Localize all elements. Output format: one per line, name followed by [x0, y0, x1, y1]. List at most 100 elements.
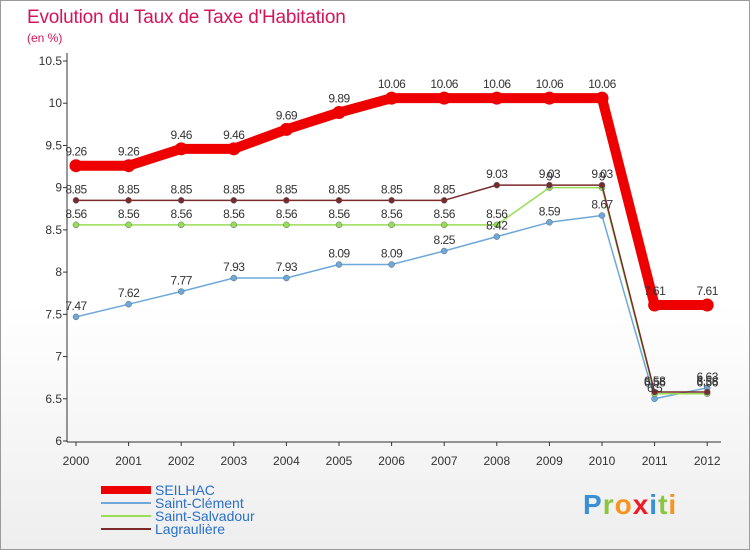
series-point [332, 106, 346, 120]
data-label: 8.42 [486, 219, 508, 233]
data-label: 9.26 [65, 145, 87, 159]
series-point [125, 197, 132, 204]
series-point [437, 91, 451, 105]
data-label: 7.62 [118, 286, 140, 300]
series-point [440, 221, 448, 229]
logo-letter: x [632, 489, 650, 520]
data-label: 6.63 [697, 370, 719, 384]
chart-title: Evolution du Taux de Taxe d'Habitation [27, 7, 346, 28]
series-point [490, 91, 504, 105]
series-point [651, 388, 658, 396]
data-label: 9 [599, 170, 606, 184]
data-label: 9.46 [171, 128, 193, 142]
data-label: 7.47 [65, 299, 87, 313]
legend-item: Saint-Clément [101, 495, 361, 511]
y-unit-label: (en %) [27, 31, 63, 45]
series-point [125, 300, 132, 308]
data-label: 10.06 [536, 77, 564, 91]
series-point [230, 274, 238, 282]
series-point [230, 197, 238, 204]
series-point [385, 91, 399, 105]
data-label: 9.69 [276, 108, 298, 122]
series-point [230, 221, 238, 229]
data-label: 8.56 [171, 207, 193, 221]
series-point [440, 197, 448, 204]
data-label: 8.85 [434, 182, 456, 196]
x-tick-label: 2004 [273, 454, 300, 468]
logo-letter: P [583, 489, 603, 520]
legend-label: SEILHAC [155, 482, 215, 498]
y-tick-label: 7 [55, 350, 62, 364]
legend-label: Saint-Clément [155, 495, 244, 511]
data-label: 7.61 [697, 284, 719, 298]
series-point [72, 221, 80, 229]
logo-letter: o [614, 489, 633, 520]
y-tick-label: 10.5 [39, 54, 63, 68]
data-label: 8.85 [276, 182, 298, 196]
data-label: 8.85 [118, 182, 140, 196]
data-label: 8.56 [328, 207, 350, 221]
legend-swatch [101, 515, 151, 517]
data-label: 6.58 [697, 374, 719, 388]
data-label: 8.85 [328, 182, 350, 196]
data-label: 8.09 [381, 247, 403, 261]
data-label: 6.5 [647, 381, 663, 395]
series-point [177, 221, 185, 229]
legend-item: Saint-Salvadour [101, 508, 361, 524]
series-point [283, 197, 290, 204]
series-point [546, 219, 553, 226]
data-label: 8.56 [276, 207, 298, 221]
data-label: 6.58 [644, 374, 666, 388]
y-tick-label: 6.5 [45, 392, 62, 406]
series-point [388, 221, 395, 229]
data-label: 7.77 [171, 274, 193, 288]
series-point [283, 221, 290, 229]
x-tick-label: 2010 [589, 454, 616, 468]
series-point [440, 247, 448, 255]
series-line [75, 214, 708, 400]
data-label: 10.06 [378, 77, 406, 91]
legend-item: SEILHAC [101, 482, 361, 498]
series-point [177, 288, 185, 295]
y-tick-label: 9 [55, 181, 62, 195]
logo-letter: i [649, 489, 659, 520]
series-point [335, 261, 343, 268]
data-label: 6.56 [697, 376, 719, 390]
legend-swatch [101, 528, 151, 530]
data-label: 8.09 [328, 247, 350, 261]
data-label: 9 [546, 170, 553, 184]
data-label: 8.56 [381, 207, 403, 221]
logo-letter: r [602, 489, 615, 520]
data-label: 8.56 [118, 207, 140, 221]
legend-item: Lagraulière [101, 521, 361, 537]
y-tick-label: 7.5 [45, 307, 62, 321]
series-point [598, 181, 606, 189]
series-point [335, 197, 343, 204]
logo-letter: i [668, 489, 678, 520]
data-label: 7.93 [276, 260, 298, 274]
data-label: 9.46 [223, 128, 245, 142]
data-label: 8.56 [434, 207, 456, 221]
series-point [335, 221, 343, 229]
x-tick-label: 2005 [326, 454, 353, 468]
y-tick-label: 9.5 [45, 138, 62, 152]
series-point [493, 233, 501, 240]
series-point [493, 221, 501, 229]
series-point [279, 122, 293, 136]
y-tick-label: 8.5 [45, 223, 62, 237]
logo-letter: t [658, 489, 669, 520]
series-point [546, 181, 553, 189]
series-point [122, 159, 136, 173]
series-point [542, 91, 556, 105]
series-point [69, 159, 83, 173]
series-point [72, 197, 80, 204]
data-label: 10.06 [588, 77, 616, 91]
series-point [388, 261, 395, 268]
data-label: 8.85 [223, 182, 245, 196]
data-label: 8.56 [65, 207, 87, 221]
data-label: 9.03 [486, 167, 508, 181]
series-point [493, 181, 501, 189]
x-tick-label: 2002 [168, 454, 195, 468]
x-tick-label: 2006 [378, 454, 405, 468]
